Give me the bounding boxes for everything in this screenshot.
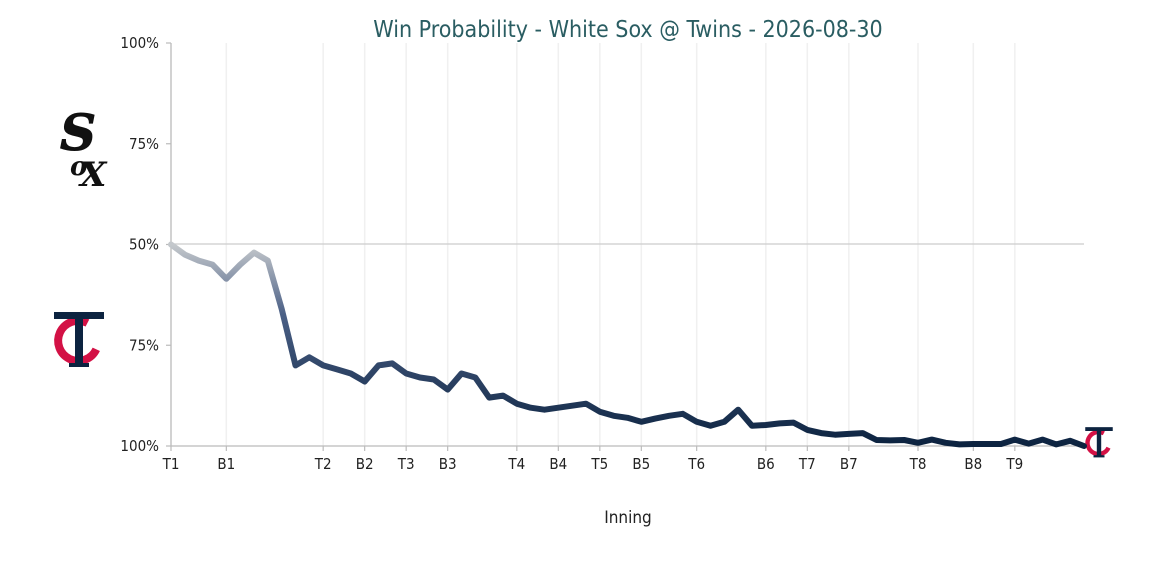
y-tick-label: 100% [120,437,159,455]
y-tick-label: 75% [129,135,159,153]
x-tick-label-t5: T5 [590,455,608,473]
x-tick-label-b7: B7 [840,455,858,473]
x-tick-label-b4: B4 [549,455,567,473]
x-tick-label-b2: B2 [356,455,374,473]
series-group [168,241,1087,449]
twins-end-marker-logo [1085,427,1113,458]
x-axis-ticks: T1 B1 T2 B2 T3 B3 T4 B4 T5 B5 T6 B6 T7 B7 T8 B8 T9 [162,446,1023,473]
x-tick-label-b8: B8 [964,455,982,473]
twins-logo [54,312,104,367]
x-tick-label-b5: B5 [632,455,650,473]
win-probability-line [168,241,1087,449]
chart-title: Win Probability - White Sox @ Twins - 20… [373,17,882,43]
white-sox-logo-o: o [70,152,87,182]
white-sox-logo-s: S [60,103,96,162]
y-tick-label: 100% [120,34,159,52]
white-sox-logo: S o X [60,103,109,196]
x-tick-label-t7: T7 [798,455,816,473]
x-axis-label: Inning [604,508,652,528]
x-tick-label-t6: T6 [687,455,705,473]
x-tick-label-t8: T8 [909,455,927,473]
y-tick-label: 50% [129,236,159,254]
y-tick-label: 75% [129,336,159,354]
white-sox-logo-x: X [78,155,108,195]
x-tick-label-b1: B1 [217,455,235,473]
y-axis-ticks: 100% 75% 50% 75% 100% [120,34,171,455]
x-tick-label-t3: T3 [397,455,415,473]
x-tick-label-t2: T2 [314,455,332,473]
x-tick-label-t9: T9 [1005,455,1023,473]
x-tick-label-b3: B3 [439,455,457,473]
x-tick-label-b6: B6 [757,455,775,473]
x-tick-label-t1: T1 [162,455,180,473]
x-tick-label-t4: T4 [507,455,525,473]
